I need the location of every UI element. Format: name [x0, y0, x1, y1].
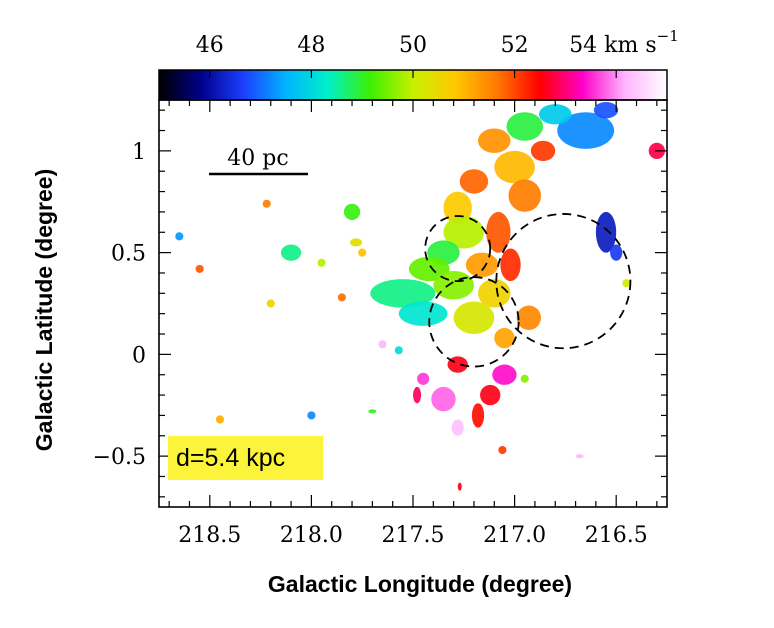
emission-clump	[307, 411, 316, 420]
emission-clump	[317, 258, 326, 267]
emission-clump	[520, 374, 529, 383]
emission-clump	[343, 203, 361, 221]
circle-north	[424, 215, 492, 283]
emission-clump	[593, 102, 619, 119]
emission-clump	[498, 445, 507, 455]
x-tick-label: 217.5	[382, 523, 445, 548]
distance-text: d=5.4 kpc	[176, 444, 286, 472]
velocity-map	[175, 102, 665, 491]
emission-clump	[530, 140, 556, 162]
emission-clump	[443, 215, 485, 249]
scale-bar: 40 pc	[209, 146, 308, 176]
emission-clump	[378, 340, 387, 349]
axis-ticks	[159, 100, 667, 507]
emission-clump	[413, 386, 422, 404]
axis-tick-labels: 218.5 218.0 217.5 217.0 216.5 1 0.5 0 −0.5	[93, 140, 648, 548]
circle-south	[428, 276, 520, 368]
emission-clump	[368, 409, 377, 414]
emission-clump	[486, 211, 511, 253]
emission-clump	[610, 244, 623, 261]
emission-clump	[433, 270, 474, 300]
emission-clump	[575, 454, 584, 459]
emission-clump	[195, 264, 204, 273]
y-axis-title: Galactic Latitude (degree)	[31, 169, 57, 451]
colorbar-unit-exponent: −1	[657, 27, 679, 45]
emission-clump	[465, 252, 499, 278]
colorbar-tick-label: 50	[399, 33, 427, 58]
emission-clump	[480, 384, 501, 406]
emission-clump	[358, 248, 367, 257]
emission-clump	[408, 256, 450, 282]
colorbar: 46 48 50 52 54 km s−1	[158, 27, 679, 101]
x-tick-label: 218.5	[178, 523, 241, 548]
emission-clump	[266, 299, 275, 308]
emission-clump	[494, 327, 515, 349]
emission-clump	[431, 386, 456, 412]
emission-clump	[175, 232, 184, 241]
emission-clump	[506, 112, 544, 141]
emission-clump	[494, 150, 535, 184]
emission-clump	[337, 293, 346, 302]
circle-east	[495, 213, 632, 350]
colorbar-tick-label: 48	[297, 33, 325, 58]
emission-clump	[478, 128, 511, 153]
colorbar-ticks	[209, 70, 617, 78]
emission-clump	[370, 279, 436, 308]
x-tick-label: 216.5	[585, 523, 648, 548]
emission-clump	[508, 179, 542, 212]
emission-clump	[447, 356, 468, 373]
colorbar-tick-label: 52	[501, 33, 529, 58]
emission-clump	[417, 372, 430, 385]
emission-clump	[280, 244, 302, 261]
emission-clump	[492, 364, 517, 385]
colorbar-tick-label: 54 km s−1	[569, 27, 679, 58]
y-tick-label: 0	[132, 343, 146, 368]
x-tick-label: 218.0	[280, 523, 343, 548]
emission-clump	[262, 199, 271, 208]
distance-label: d=5.4 kpc	[168, 436, 323, 480]
colorbar-labels: 46 48 50 52 54 km s−1	[196, 27, 679, 58]
emission-clump	[471, 403, 485, 428]
emission-clump	[215, 415, 225, 424]
emission-clump	[451, 419, 464, 436]
emission-clump	[538, 104, 572, 125]
y-tick-label: −0.5	[93, 445, 146, 470]
y-tick-label: 1	[132, 140, 146, 165]
emission-clump	[350, 238, 363, 247]
colorbar-tick-label: 46	[196, 33, 224, 58]
x-axis-title: Galactic Longitude (degree)	[268, 571, 572, 597]
emission-clump	[443, 191, 472, 225]
emission-clump	[516, 305, 542, 330]
emission-clump	[459, 169, 489, 194]
emission-clump	[398, 301, 448, 326]
x-tick-label: 217.0	[483, 523, 546, 548]
emission-clump	[622, 279, 631, 288]
shell-circles	[424, 213, 632, 368]
emission-clump	[394, 346, 403, 355]
emission-clump	[557, 112, 615, 149]
emission-clump	[478, 279, 511, 308]
emission-clump	[595, 211, 617, 253]
emission-clump	[453, 301, 495, 335]
emission-clump	[457, 482, 462, 491]
y-tick-label: 0.5	[111, 242, 146, 267]
emission-clump	[500, 248, 521, 282]
scale-bar-label: 40 pc	[227, 146, 288, 171]
